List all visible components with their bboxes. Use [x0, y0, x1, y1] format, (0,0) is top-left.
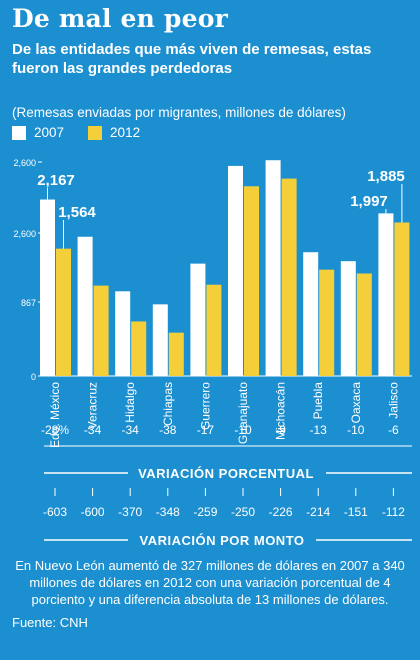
bar-2012	[319, 269, 335, 376]
legend-swatch-2007	[12, 125, 26, 140]
abs-change-value: -348	[156, 505, 180, 519]
abs-change-value: -112	[382, 505, 405, 519]
chart-subtitle: De las entidades que más viven de remesa…	[12, 41, 372, 77]
bar-2007	[40, 199, 55, 376]
bar-2012	[394, 222, 410, 376]
bar-2007	[378, 213, 394, 376]
abs-change-value: -603	[43, 505, 67, 519]
pct-change-value: -9	[275, 423, 286, 437]
bar-2007	[77, 236, 93, 376]
y-tick-label: 0	[31, 372, 36, 382]
category-label: Oaxaca	[349, 382, 363, 424]
data-label: 2,167	[37, 172, 75, 189]
pct-label-mask	[128, 463, 326, 483]
units-label: (Remesas enviadas por migrantes, millone…	[12, 105, 346, 120]
pct-change-value: -38	[159, 423, 177, 437]
legend-label-2012: 2012	[110, 125, 141, 140]
pct-section-label: VARIACIÓN PORCENTUAL	[138, 466, 314, 481]
legend: 2007 2012	[12, 125, 164, 140]
footnote: En Nuevo León aumentó de 327 millones de…	[15, 558, 405, 607]
pct-change-value: -10	[234, 423, 252, 437]
legend-item-2012: 2012	[88, 125, 140, 140]
abs-change-value: -151	[344, 505, 368, 519]
bar-2007	[115, 291, 131, 376]
abs-change-value: -250	[231, 505, 255, 519]
category-label: Edo. México	[48, 382, 62, 448]
legend-item-2007: 2007	[12, 125, 64, 140]
y-tick-label: 867	[21, 298, 36, 308]
category-label: Guanajuato	[236, 382, 250, 444]
abs-label-mask	[128, 530, 316, 550]
bar-2012	[244, 186, 259, 376]
category-label: Guerrero	[198, 382, 212, 430]
pct-change-value: -10	[347, 423, 365, 437]
bar-2007	[265, 160, 281, 376]
data-label: 1,564	[58, 204, 96, 221]
bar-2007	[190, 263, 206, 376]
bar-2007	[152, 304, 168, 376]
pct-change-value: -28%	[41, 423, 69, 437]
bar-2007	[228, 165, 243, 376]
abs-change-value: -600	[81, 505, 105, 519]
category-label: Veracruz	[86, 382, 100, 429]
bar-2007	[340, 261, 356, 376]
bar-2012	[93, 285, 109, 376]
bar-2007	[303, 252, 319, 376]
bar-2012	[356, 273, 372, 376]
legend-label-2007: 2007	[34, 125, 65, 140]
abs-section-label: VARIACIÓN POR MONTO	[139, 533, 304, 548]
pct-change-value: -17	[197, 423, 215, 437]
category-label: Chiapas	[161, 382, 175, 426]
category-label: Hidalgo	[123, 382, 137, 423]
pct-change-value: -34	[122, 423, 140, 437]
legend-swatch-2012	[88, 125, 103, 140]
bar-2012	[281, 178, 297, 376]
data-label: 1,885	[367, 168, 405, 185]
y-tick-label: 2,600	[13, 229, 36, 239]
pct-change-value: -6	[388, 423, 399, 437]
abs-change-value: -259	[193, 505, 217, 519]
y-tick-label: 2,600	[13, 158, 36, 168]
abs-change-value: -214	[306, 505, 330, 519]
bar-2012	[131, 321, 147, 376]
bar-2012	[206, 284, 222, 376]
source-note: Fuente: CNH	[12, 615, 88, 630]
category-label: Puebla	[311, 382, 325, 420]
chart-title: De mal en peor	[12, 4, 228, 33]
pct-change-value: -34	[84, 423, 102, 437]
bar-2012	[168, 332, 184, 376]
abs-change-value: -370	[118, 505, 142, 519]
data-label: 1,997	[350, 193, 388, 210]
bar-chart: 2,600 2,600 867 0 Edo. México-28% -603 Veracru…	[13, 158, 412, 550]
abs-change-value: -226	[269, 505, 293, 519]
bar-2012	[56, 248, 71, 376]
pct-change-value: -13	[310, 423, 328, 437]
category-label: Michoacán	[274, 382, 288, 440]
category-label: Jalisco	[386, 382, 400, 419]
